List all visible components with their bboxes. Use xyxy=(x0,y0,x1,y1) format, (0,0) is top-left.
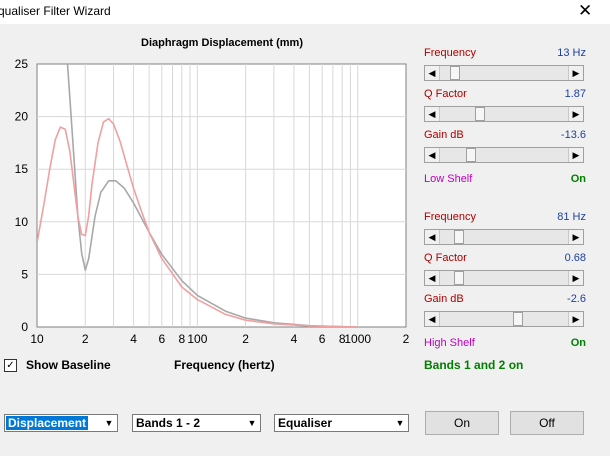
chevron-down-icon[interactable]: ▼ xyxy=(245,416,259,430)
scroll-right-arrow-icon[interactable]: ▶ xyxy=(568,230,583,244)
scroll-left-arrow-icon[interactable]: ◀ xyxy=(425,148,440,162)
band2-frequency-label: Frequency xyxy=(424,211,476,223)
x-tick-label: 6 xyxy=(319,332,326,346)
bands-status: Bands 1 and 2 on xyxy=(424,358,524,372)
close-icon[interactable]: ✕ xyxy=(578,1,593,20)
title-bar: qualiser Filter Wizard ✕ xyxy=(0,0,610,24)
scroll-right-arrow-icon[interactable]: ▶ xyxy=(568,271,583,285)
x-axis-caption: Frequency (hertz) xyxy=(174,358,275,372)
slider-thumb[interactable] xyxy=(475,107,486,121)
band2-shelf-label: High Shelf xyxy=(424,337,475,349)
x-tick-label: 8 xyxy=(339,332,346,346)
slider-thumb[interactable] xyxy=(449,66,460,80)
band1-gain-label: Gain dB xyxy=(424,129,464,141)
band2-q-label: Q Factor xyxy=(424,252,467,264)
band1-shelf-label: Low Shelf xyxy=(424,173,473,185)
x-tick-label: 8 xyxy=(178,332,185,346)
scroll-left-arrow-icon[interactable]: ◀ xyxy=(425,312,440,326)
band1-frequency-label: Frequency xyxy=(424,47,476,59)
band1-frequency-row: Frequency 13 Hz xyxy=(424,47,586,61)
y-tick-label: 25 xyxy=(15,57,29,71)
y-tick-label: 5 xyxy=(21,267,28,281)
band2-shelf-row: High Shelf On xyxy=(424,337,586,351)
slider-thumb[interactable] xyxy=(453,271,464,285)
x-tick-label: 6 xyxy=(158,332,165,346)
band2-gain-label: Gain dB xyxy=(424,293,464,305)
series-line-2 xyxy=(37,117,358,327)
on-button[interactable]: On xyxy=(425,411,499,435)
slider-thumb[interactable] xyxy=(465,148,476,162)
band1-q-slider[interactable]: ◀ ▶ xyxy=(424,106,584,122)
chevron-down-icon[interactable]: ▼ xyxy=(102,416,116,430)
chevron-down-icon[interactable]: ▼ xyxy=(393,416,407,430)
band1-q-row: Q Factor 1.87 xyxy=(424,88,586,102)
band1-q-label: Q Factor xyxy=(424,88,467,100)
band2-frequency-value: 81 Hz xyxy=(557,211,586,223)
mode-select-value: Equaliser xyxy=(278,416,333,430)
y-tick-label: 15 xyxy=(15,162,29,176)
series-line-1 xyxy=(66,64,358,327)
x-tick-label: 1000 xyxy=(344,332,371,346)
slider-thumb[interactable] xyxy=(453,230,464,244)
plot-area xyxy=(36,63,407,328)
window-title: qualiser Filter Wizard xyxy=(0,4,111,18)
band2-gain-slider[interactable]: ◀ ▶ xyxy=(424,311,584,327)
band2-frequency-row: Frequency 81 Hz xyxy=(424,211,586,225)
band1-shelf-state[interactable]: On xyxy=(570,173,586,185)
band1-gain-slider[interactable]: ◀ ▶ xyxy=(424,147,584,163)
x-tick-label: 100 xyxy=(187,332,207,346)
slider-thumb[interactable] xyxy=(512,312,523,326)
x-tick-label: 4 xyxy=(130,332,137,346)
x-tick-label: 4 xyxy=(291,332,298,346)
band2-gain-value: -2.6 xyxy=(567,293,586,305)
scroll-right-arrow-icon[interactable]: ▶ xyxy=(568,66,583,80)
show-baseline-label[interactable]: Show Baseline xyxy=(26,358,111,372)
band2-shelf-state[interactable]: On xyxy=(570,337,586,349)
y-tick-label: 10 xyxy=(15,215,29,229)
view-select-value: Displacement xyxy=(6,416,89,430)
mode-select[interactable]: Equaliser ▼ xyxy=(274,414,409,432)
scroll-right-arrow-icon[interactable]: ▶ xyxy=(568,107,583,121)
x-tick-label: 2 xyxy=(82,332,89,346)
scroll-left-arrow-icon[interactable]: ◀ xyxy=(425,107,440,121)
show-baseline-checkbox[interactable]: ✓ xyxy=(4,359,17,372)
view-select[interactable]: Displacement ▼ xyxy=(4,414,118,432)
band1-frequency-value: 13 Hz xyxy=(557,47,586,59)
scroll-right-arrow-icon[interactable]: ▶ xyxy=(568,312,583,326)
x-tick-label: 2 xyxy=(403,332,410,346)
band1-gain-value: -13.6 xyxy=(560,129,586,141)
scroll-left-arrow-icon[interactable]: ◀ xyxy=(425,271,440,285)
band1-q-value: 1.87 xyxy=(564,88,586,100)
band2-frequency-slider[interactable]: ◀ ▶ xyxy=(424,229,584,245)
plot-title: Diaphragm Displacement (mm) xyxy=(141,37,303,49)
x-tick-label: 10 xyxy=(30,332,44,346)
band1-gain-row: Gain dB -13.6 xyxy=(424,129,586,143)
band1-frequency-slider[interactable]: ◀ ▶ xyxy=(424,65,584,81)
scroll-left-arrow-icon[interactable]: ◀ xyxy=(425,230,440,244)
band2-gain-row: Gain dB -2.6 xyxy=(424,293,586,307)
bands-select[interactable]: Bands 1 - 2 ▼ xyxy=(132,414,261,432)
x-tick-label: 2 xyxy=(242,332,249,346)
band1-shelf-row: Low Shelf On xyxy=(424,173,586,187)
band2-q-slider[interactable]: ◀ ▶ xyxy=(424,270,584,286)
bands-select-value: Bands 1 - 2 xyxy=(136,416,201,430)
scroll-left-arrow-icon[interactable]: ◀ xyxy=(425,66,440,80)
y-tick-label: 20 xyxy=(15,110,29,124)
scroll-right-arrow-icon[interactable]: ▶ xyxy=(568,148,583,162)
band2-q-value: 0.68 xyxy=(564,252,586,264)
off-button[interactable]: Off xyxy=(510,411,584,435)
band2-q-row: Q Factor 0.68 xyxy=(424,252,586,266)
y-tick-label: 0 xyxy=(21,320,28,334)
